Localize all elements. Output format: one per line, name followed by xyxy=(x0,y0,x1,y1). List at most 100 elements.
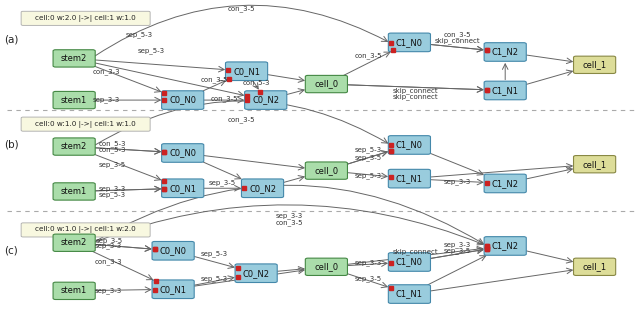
Text: con_3-3: con_3-3 xyxy=(95,259,123,265)
FancyBboxPatch shape xyxy=(162,179,204,198)
Text: cell_1: cell_1 xyxy=(582,262,607,271)
Text: sep_5-3: sep_5-3 xyxy=(99,191,125,198)
FancyBboxPatch shape xyxy=(21,223,150,237)
Text: sep_5-3: sep_5-3 xyxy=(201,251,228,257)
Text: C0_N0: C0_N0 xyxy=(159,246,187,255)
Text: cell:0 w:2.0 |->| cell:1 w:1.0: cell:0 w:2.0 |->| cell:1 w:1.0 xyxy=(35,15,136,22)
Text: con_3-3: con_3-3 xyxy=(93,68,120,75)
Text: C0_N0: C0_N0 xyxy=(169,96,196,105)
Text: C0_N2: C0_N2 xyxy=(252,96,279,105)
FancyBboxPatch shape xyxy=(162,91,204,109)
FancyBboxPatch shape xyxy=(241,179,284,198)
Text: sep_3-3: sep_3-3 xyxy=(276,212,303,219)
Text: C1_N0: C1_N0 xyxy=(396,38,423,47)
Text: sep_3-5: sep_3-5 xyxy=(355,154,381,161)
FancyBboxPatch shape xyxy=(225,62,268,80)
FancyBboxPatch shape xyxy=(53,138,95,155)
FancyBboxPatch shape xyxy=(484,174,526,193)
FancyBboxPatch shape xyxy=(53,234,95,251)
Text: C1_N0: C1_N0 xyxy=(396,258,423,267)
Text: C1_N2: C1_N2 xyxy=(492,179,518,188)
FancyBboxPatch shape xyxy=(53,282,95,299)
Text: con_3-5: con_3-5 xyxy=(228,116,255,123)
Text: con_3-5: con_3-5 xyxy=(354,52,381,59)
FancyBboxPatch shape xyxy=(53,91,95,109)
FancyBboxPatch shape xyxy=(388,136,431,154)
Text: con_3-5: con_3-5 xyxy=(211,95,238,102)
Text: (c): (c) xyxy=(4,246,18,256)
Text: C1_N1: C1_N1 xyxy=(492,86,518,95)
FancyBboxPatch shape xyxy=(162,144,204,162)
Text: sep_3-3: sep_3-3 xyxy=(95,287,122,294)
FancyBboxPatch shape xyxy=(573,156,616,173)
Text: sep_3-5: sep_3-5 xyxy=(444,247,471,253)
Text: sep_3-3: sep_3-3 xyxy=(99,185,125,192)
FancyBboxPatch shape xyxy=(388,169,431,188)
Text: cell:0 w:1.0 |->| cell:1 w:2.0: cell:0 w:1.0 |->| cell:1 w:2.0 xyxy=(35,226,136,233)
FancyBboxPatch shape xyxy=(152,242,194,260)
Text: C0_N2: C0_N2 xyxy=(249,184,276,193)
FancyBboxPatch shape xyxy=(388,33,431,52)
Text: stem1: stem1 xyxy=(61,96,87,105)
Text: sep_5-3: sep_5-3 xyxy=(201,276,228,282)
Text: skip_connect: skip_connect xyxy=(435,37,480,44)
Text: C0_N1: C0_N1 xyxy=(233,67,260,76)
FancyBboxPatch shape xyxy=(305,75,348,93)
Text: con_3-5: con_3-5 xyxy=(276,219,303,226)
FancyBboxPatch shape xyxy=(388,285,431,303)
FancyBboxPatch shape xyxy=(244,91,287,109)
FancyBboxPatch shape xyxy=(305,258,348,275)
Text: cell_1: cell_1 xyxy=(582,60,607,69)
Text: sep_5-3: sep_5-3 xyxy=(355,172,381,179)
Text: C0_N1: C0_N1 xyxy=(159,285,187,294)
Text: (b): (b) xyxy=(4,140,19,150)
Text: sep_3-3: sep_3-3 xyxy=(444,242,471,248)
Text: C0_N1: C0_N1 xyxy=(169,184,196,193)
Text: C0_N0: C0_N0 xyxy=(169,148,196,157)
Text: C0_N2: C0_N2 xyxy=(243,269,269,278)
Text: (a): (a) xyxy=(4,34,19,44)
FancyBboxPatch shape xyxy=(21,117,150,131)
Text: skip_connect: skip_connect xyxy=(393,87,438,94)
Text: C1_N0: C1_N0 xyxy=(396,140,423,149)
Text: sep_3-5: sep_3-5 xyxy=(355,275,381,282)
FancyBboxPatch shape xyxy=(305,162,348,179)
Text: C1_N2: C1_N2 xyxy=(492,47,518,56)
Text: C1_N1: C1_N1 xyxy=(396,289,423,298)
FancyBboxPatch shape xyxy=(53,50,95,67)
Text: sep_5-3: sep_5-3 xyxy=(355,147,381,153)
FancyBboxPatch shape xyxy=(484,81,526,100)
Text: sep_5-3: sep_5-3 xyxy=(126,31,153,38)
Text: sep_3-5: sep_3-5 xyxy=(99,161,125,167)
Text: C1_N1: C1_N1 xyxy=(396,174,423,183)
FancyBboxPatch shape xyxy=(388,253,431,271)
FancyBboxPatch shape xyxy=(573,258,616,275)
Text: stem1: stem1 xyxy=(61,286,87,295)
Text: con_5-3: con_5-3 xyxy=(99,147,126,153)
Text: sep_3-5: sep_3-5 xyxy=(209,179,236,186)
FancyBboxPatch shape xyxy=(235,264,277,282)
Text: stem2: stem2 xyxy=(61,238,87,247)
Text: cell:0 w:1.0 |->| cell:1 w:1.0: cell:0 w:1.0 |->| cell:1 w:1.0 xyxy=(35,121,136,128)
Text: C1_N2: C1_N2 xyxy=(492,242,518,251)
FancyBboxPatch shape xyxy=(484,43,526,61)
Text: cell_0: cell_0 xyxy=(314,262,339,271)
Text: sep_3-5: sep_3-5 xyxy=(95,237,122,243)
Text: sep_5-3: sep_5-3 xyxy=(137,47,164,54)
Text: con_3-5: con_3-5 xyxy=(228,5,255,12)
Text: con_5-3: con_5-3 xyxy=(243,79,270,86)
Text: con_3-5: con_3-5 xyxy=(444,31,471,38)
Text: stem1: stem1 xyxy=(61,187,87,196)
Text: cell_1: cell_1 xyxy=(582,160,607,169)
Text: sep_3-3: sep_3-3 xyxy=(95,242,122,249)
FancyBboxPatch shape xyxy=(21,11,150,25)
Text: stem2: stem2 xyxy=(61,142,87,151)
Text: sep_3-3: sep_3-3 xyxy=(93,96,120,103)
Text: sep_3-3: sep_3-3 xyxy=(355,259,381,266)
Text: stem2: stem2 xyxy=(61,54,87,63)
Text: con_3-5: con_3-5 xyxy=(201,76,228,83)
Text: con_5-3: con_5-3 xyxy=(99,140,126,147)
Text: cell_0: cell_0 xyxy=(314,166,339,175)
FancyBboxPatch shape xyxy=(152,280,194,298)
FancyBboxPatch shape xyxy=(484,237,526,255)
